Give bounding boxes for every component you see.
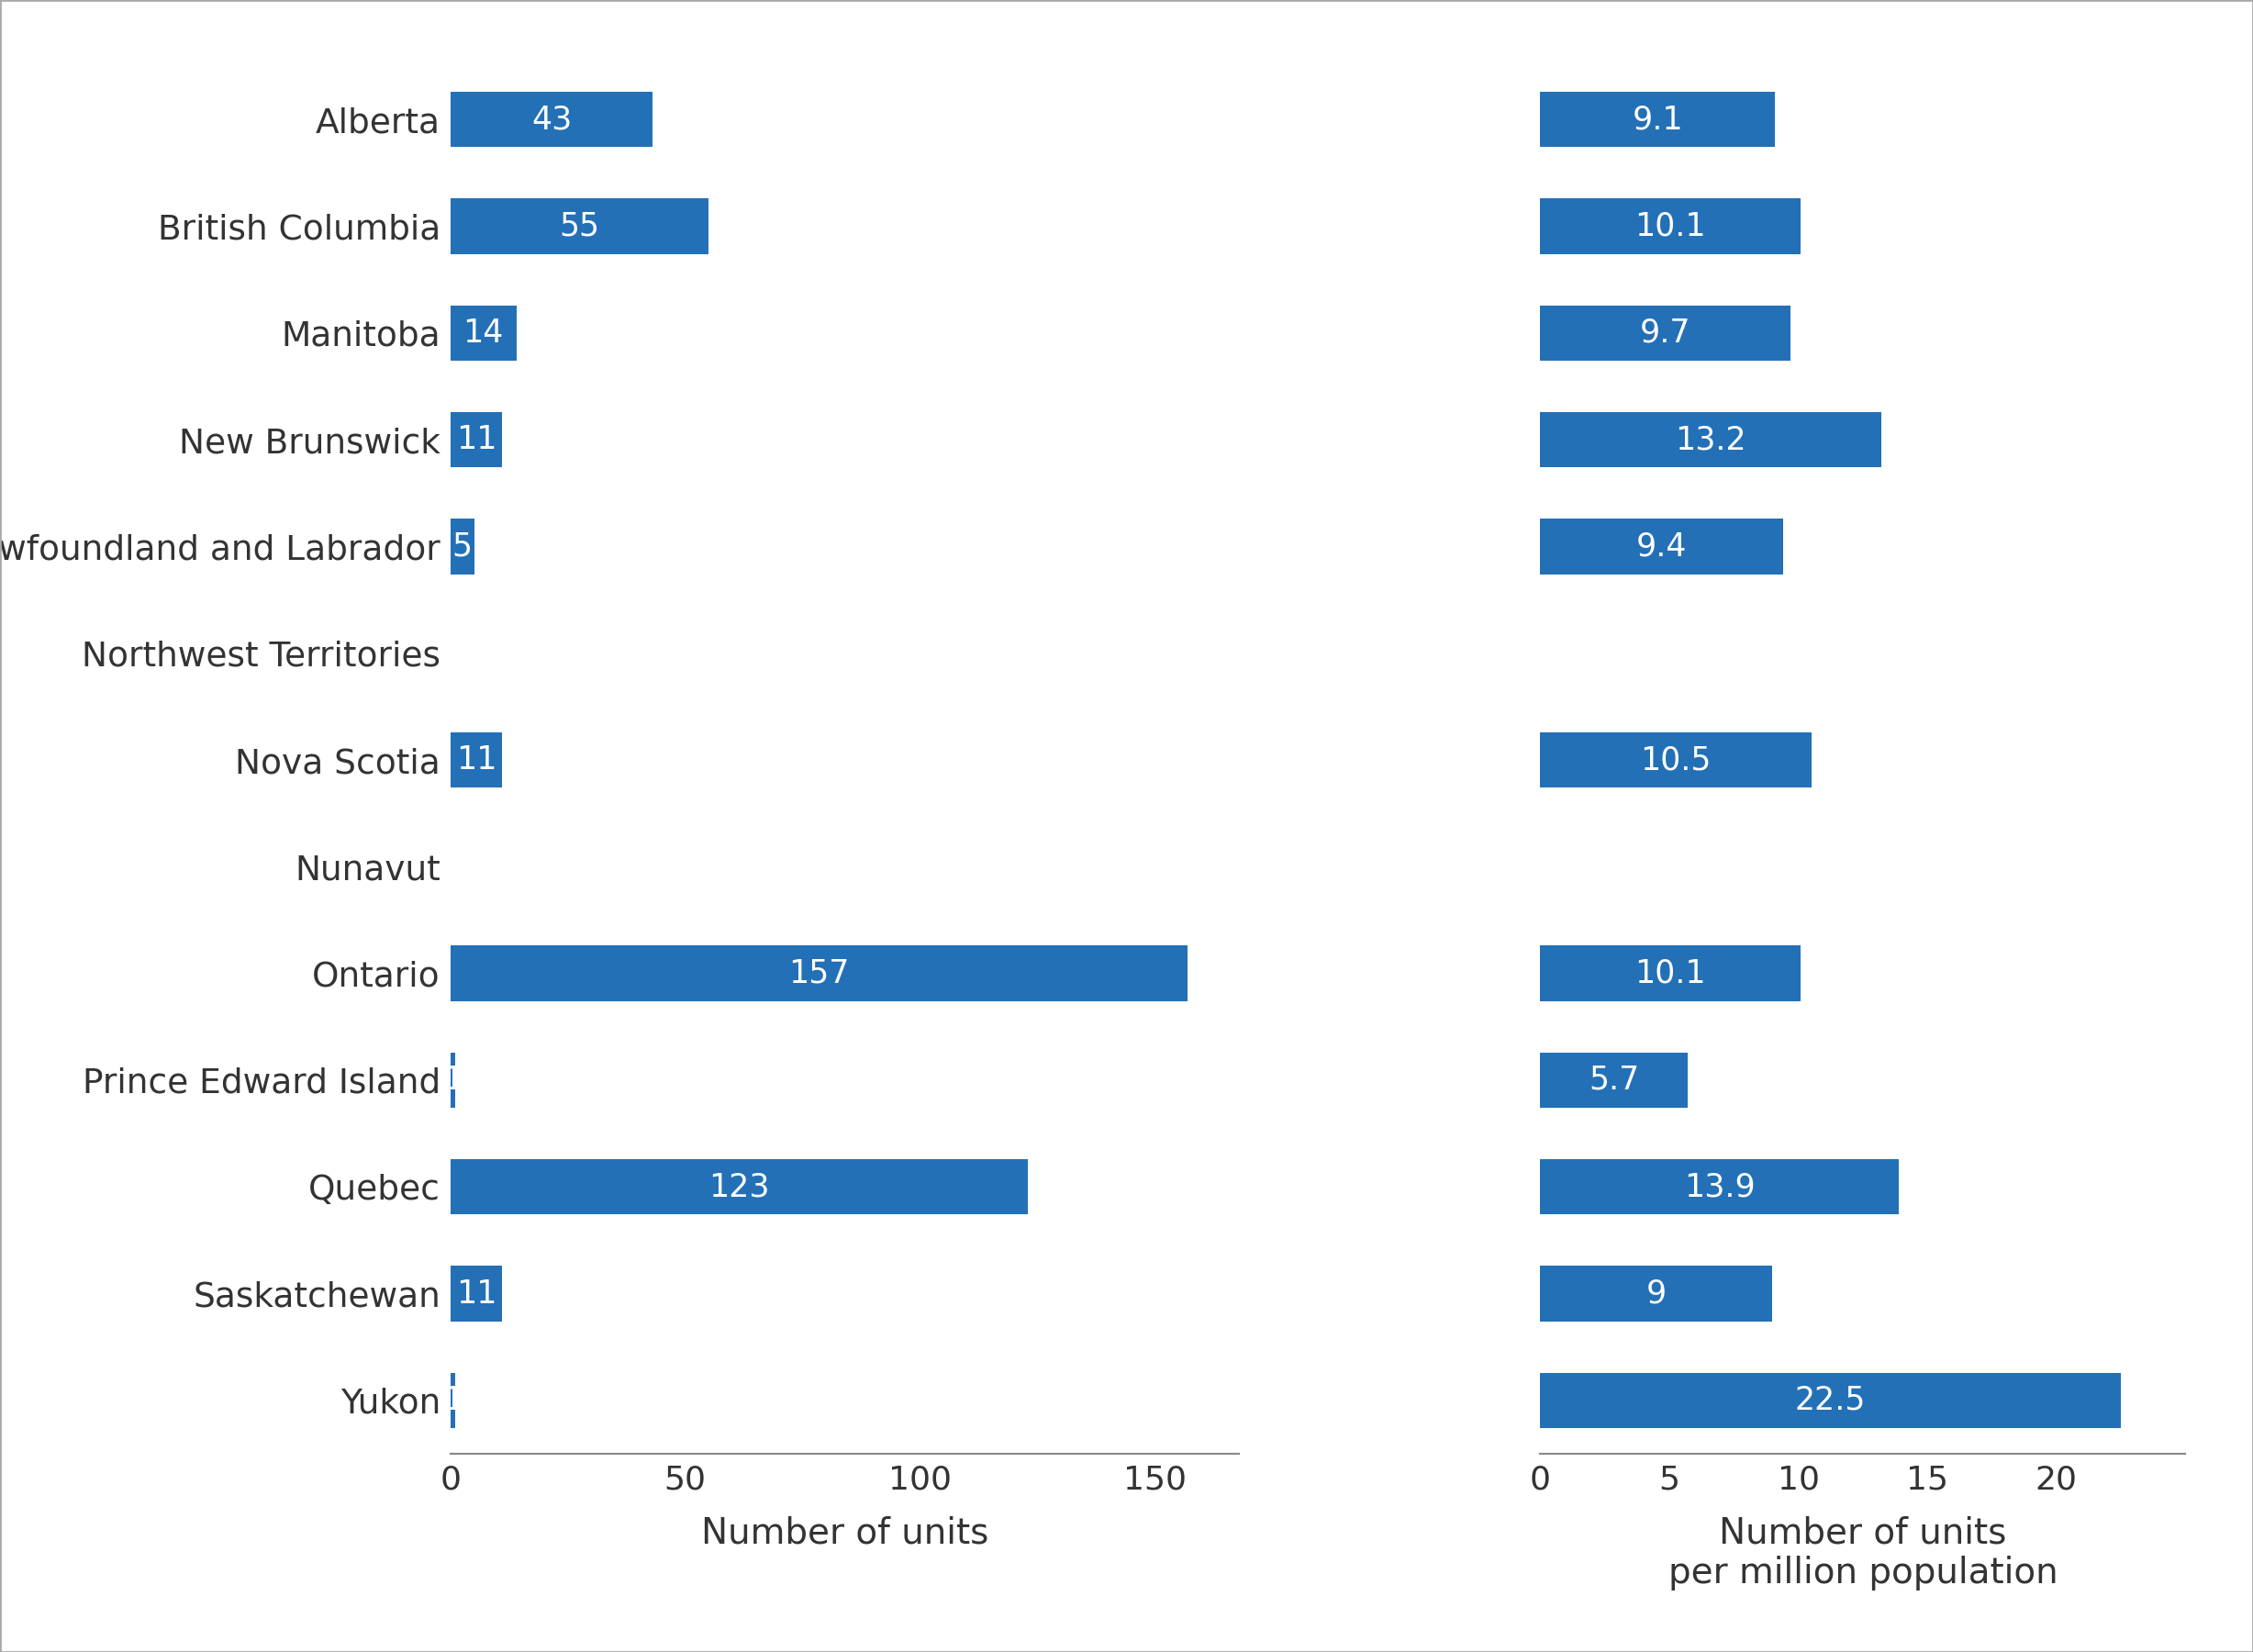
Bar [451, 306, 516, 360]
Bar [1541, 945, 1800, 1001]
Text: 14: 14 [464, 317, 505, 349]
X-axis label: Number of units: Number of units [701, 1515, 989, 1551]
Text: 43: 43 [532, 104, 572, 135]
Text: 11: 11 [455, 1279, 498, 1310]
Text: 5: 5 [453, 530, 473, 562]
Bar [451, 1265, 502, 1322]
Text: 1: 1 [444, 1384, 464, 1416]
Text: 9.4: 9.4 [1636, 530, 1687, 562]
Text: 10.1: 10.1 [1636, 210, 1706, 241]
Text: 5.7: 5.7 [1588, 1064, 1640, 1095]
Bar [1541, 1052, 1687, 1108]
Bar [1541, 1373, 2120, 1427]
Bar [451, 198, 710, 254]
Text: 22.5: 22.5 [1796, 1384, 1865, 1416]
Bar [451, 519, 473, 575]
Bar [1541, 519, 1782, 575]
Bar [1541, 411, 1881, 468]
Text: 13.9: 13.9 [1683, 1171, 1755, 1203]
Text: 1: 1 [444, 1064, 464, 1095]
Text: 11: 11 [455, 425, 498, 456]
Bar [451, 1160, 1027, 1214]
Bar [451, 945, 1187, 1001]
Bar [1541, 1265, 1773, 1322]
Bar [451, 1373, 455, 1427]
Bar [1541, 1160, 1899, 1214]
Text: 10.1: 10.1 [1636, 958, 1706, 990]
Bar [1541, 93, 1775, 147]
Text: 9.7: 9.7 [1640, 317, 1690, 349]
Bar [451, 411, 502, 468]
Text: 9: 9 [1647, 1279, 1667, 1310]
Bar [1541, 198, 1800, 254]
Bar [451, 1052, 455, 1108]
Text: 123: 123 [710, 1171, 771, 1203]
Text: 10.5: 10.5 [1640, 745, 1712, 775]
Bar [1541, 306, 1791, 360]
Text: 157: 157 [789, 958, 849, 990]
Bar [1541, 732, 1811, 788]
Text: 11: 11 [455, 745, 498, 775]
Bar [451, 732, 502, 788]
X-axis label: Number of units
per million population: Number of units per million population [1667, 1515, 2057, 1591]
Text: 55: 55 [559, 210, 599, 241]
Text: 9.1: 9.1 [1631, 104, 1683, 135]
Text: 13.2: 13.2 [1674, 425, 1746, 456]
Bar [451, 93, 653, 147]
